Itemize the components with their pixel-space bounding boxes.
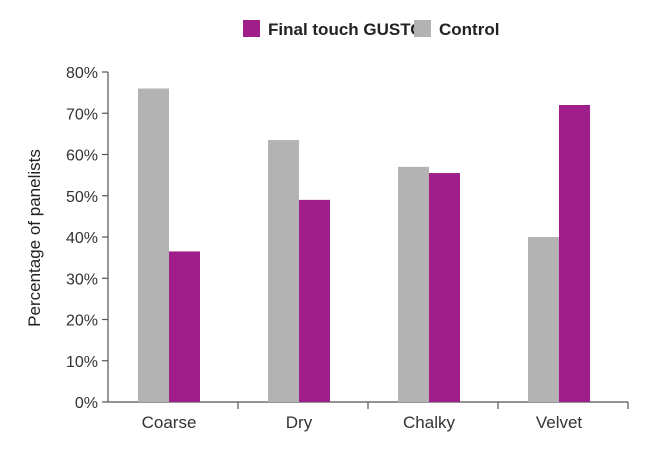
bar-final-touch-gusto-dry xyxy=(299,199,330,402)
y-tick-label: 40% xyxy=(66,230,98,247)
x-tick-label: Coarse xyxy=(142,413,197,432)
legend-label: Final touch GUSTO xyxy=(268,20,424,39)
bar-final-touch-gusto-velvet xyxy=(559,105,590,402)
y-tick-label: 30% xyxy=(66,271,98,288)
y-tick-label: 20% xyxy=(66,313,98,330)
y-tick-label: 10% xyxy=(66,354,98,371)
y-axis: 0% 10% 20% 30% 40% 50% 60% 70% 80% xyxy=(66,65,109,412)
legend-label: Control xyxy=(439,20,499,39)
bar-control-velvet xyxy=(528,237,559,402)
chart-legend: Final touch GUSTO Control xyxy=(243,20,499,39)
legend-swatch xyxy=(243,20,260,37)
bar-control-chalky xyxy=(398,166,429,402)
y-tick-label: 70% xyxy=(66,106,98,123)
y-tick-label: 0% xyxy=(75,395,98,412)
y-tick-label: 80% xyxy=(66,65,98,82)
y-tick-label: 60% xyxy=(66,148,98,165)
bar-control-coarse xyxy=(138,88,169,402)
legend-swatch xyxy=(414,20,431,37)
bars-group xyxy=(138,88,590,402)
bar-final-touch-gusto-chalky xyxy=(429,173,460,402)
x-tick-label: Velvet xyxy=(536,413,583,432)
x-tick-label: Chalky xyxy=(403,413,455,432)
y-tick-label: 50% xyxy=(66,189,98,206)
x-tick-label: Dry xyxy=(286,413,313,432)
bar-final-touch-gusto-coarse xyxy=(169,251,200,402)
y-axis-label: Percentage of panelists xyxy=(25,149,44,327)
x-axis: Coarse Dry Chalky Velvet xyxy=(108,401,629,432)
bar-control-dry xyxy=(268,140,299,402)
